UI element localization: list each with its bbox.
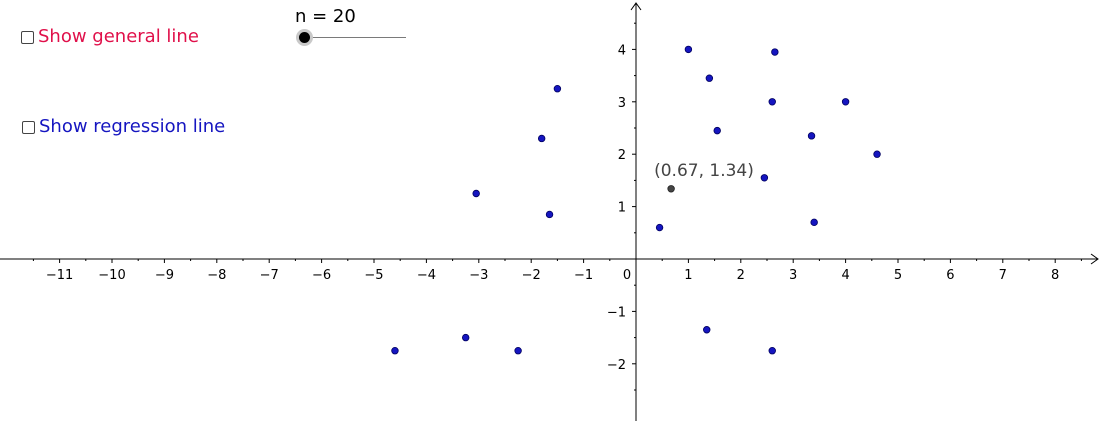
x-tick-label: 2 bbox=[737, 268, 745, 283]
x-tick-label: −6 bbox=[312, 268, 331, 283]
data-point bbox=[391, 347, 399, 355]
x-tick-label: −10 bbox=[98, 268, 125, 283]
y-tick-label: 4 bbox=[618, 43, 626, 58]
x-tick-label: 1 bbox=[684, 268, 692, 283]
x-tick-label: −5 bbox=[364, 268, 383, 283]
data-point bbox=[537, 134, 546, 143]
regression-line-checkbox[interactable] bbox=[22, 121, 35, 134]
x-tick-label: 6 bbox=[946, 268, 954, 283]
y-tick-label: 2 bbox=[618, 148, 626, 163]
x-tick-label: −4 bbox=[417, 268, 436, 283]
x-tick-label: 5 bbox=[894, 268, 902, 283]
tick-marks bbox=[32, 22, 1082, 391]
slider-track[interactable] bbox=[300, 37, 406, 38]
data-point bbox=[705, 74, 714, 82]
data-point bbox=[545, 210, 554, 219]
data-point bbox=[684, 45, 693, 54]
y-tick-label: 3 bbox=[618, 96, 626, 111]
data-point bbox=[462, 333, 470, 342]
tick-labels: −11 −10 −9 −8 −7 −6 −5 −4 −3 −2 −1 0 1 2 3 4 5 6 7 8−2−1123… bbox=[46, 43, 1059, 372]
general-line-label[interactable]: Show general line bbox=[38, 26, 199, 47]
y-tick-label: −2 bbox=[607, 358, 626, 373]
x-tick-label: −7 bbox=[260, 268, 279, 283]
x-tick-label: 3 bbox=[789, 268, 797, 283]
data-point bbox=[841, 98, 850, 106]
data-point bbox=[514, 347, 522, 355]
regression-line-label[interactable]: Show regression line bbox=[39, 116, 226, 137]
data-point bbox=[810, 218, 818, 227]
data-point bbox=[713, 126, 721, 135]
x-tick-label: −8 bbox=[207, 268, 226, 283]
data-point bbox=[768, 98, 776, 106]
data-point bbox=[807, 132, 816, 140]
y-tick-label: 1 bbox=[618, 201, 626, 216]
data-point bbox=[703, 326, 711, 334]
data-points bbox=[391, 45, 881, 355]
y-axis-arrow bbox=[630, 2, 642, 11]
x-tick-label: −11 bbox=[46, 268, 73, 283]
highlight-point-group: (0.67, 1.34) bbox=[654, 161, 754, 193]
data-point bbox=[760, 174, 769, 182]
y-tick-label: −1 bbox=[607, 305, 626, 320]
x-tick-label: 4 bbox=[841, 268, 849, 283]
x-tick-label: −9 bbox=[155, 268, 174, 283]
highlight-point bbox=[667, 185, 675, 193]
x-tick-label: −2 bbox=[522, 268, 541, 283]
x-tick-label: 8 bbox=[1051, 268, 1059, 283]
x-tick-label: −1 bbox=[574, 268, 593, 283]
slider-caption: n = 20 bbox=[295, 6, 356, 27]
slider-thumb[interactable] bbox=[296, 29, 313, 46]
x-tick-label: −3 bbox=[469, 268, 488, 283]
data-point bbox=[771, 48, 779, 56]
general-line-checkbox[interactable] bbox=[21, 31, 34, 44]
x-axis-arrow bbox=[1090, 253, 1099, 265]
highlight-point-label: (0.67, 1.34) bbox=[654, 161, 754, 181]
x-tick-label: 0 bbox=[623, 268, 631, 283]
data-point bbox=[553, 84, 562, 93]
data-point bbox=[472, 189, 480, 198]
data-point bbox=[655, 223, 664, 232]
data-point bbox=[768, 347, 776, 355]
data-point bbox=[873, 150, 881, 158]
x-tick-label: 7 bbox=[999, 268, 1007, 283]
